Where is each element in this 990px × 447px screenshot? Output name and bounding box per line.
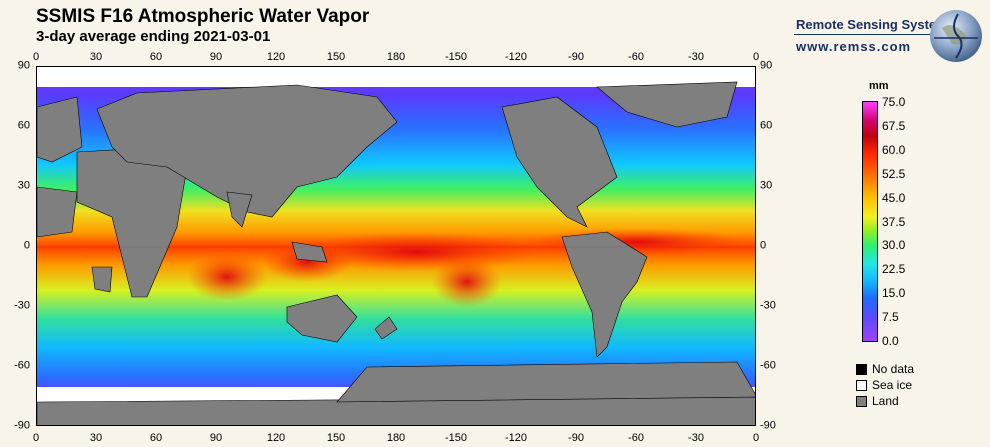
colorbar-tick-label: 67.5 <box>882 118 906 133</box>
longitude-tick-label: -30 <box>688 432 704 444</box>
latitude-tick-label: 0 <box>760 239 767 252</box>
latitude-tick-label: -60 <box>14 359 30 372</box>
longitude-tick-label: 60 <box>149 432 163 444</box>
brand-name: Remote Sensing Systems <box>796 17 955 32</box>
colorbar-unit: mm <box>869 80 889 92</box>
longitude-tick-label: 90 <box>209 51 223 63</box>
colorbar-tick-label: 45.0 <box>882 190 906 205</box>
water-vapor-map <box>36 66 756 426</box>
legend-label: No data <box>872 362 915 376</box>
longitude-tick-label: 0 <box>752 432 760 444</box>
latitude-tick-label: 60 <box>760 119 773 132</box>
longitude-tick-label: 0 <box>32 51 40 63</box>
colorbar-tick-label: 30.0 <box>882 238 906 253</box>
latitude-tick-label: -30 <box>14 299 30 312</box>
latitude-tick-label: 90 <box>17 59 30 72</box>
colorbar-tick-label: 60.0 <box>882 142 906 157</box>
latitude-tick-label: -60 <box>760 359 776 372</box>
latitude-tick-label: 0 <box>23 239 30 252</box>
longitude-tick-label: 60 <box>149 51 163 63</box>
longitude-tick-label: 150 <box>326 432 346 444</box>
longitude-tick-label: -90 <box>568 432 584 444</box>
longitude-tick-label: -90 <box>568 51 584 63</box>
longitude-tick-label: 120 <box>266 51 286 63</box>
legend-swatch <box>856 364 867 375</box>
colorbar-tick-label: 22.5 <box>882 262 906 277</box>
longitude-tick-label: 120 <box>266 432 286 444</box>
latitude-tick-label: -90 <box>760 419 776 432</box>
longitude-tick-label: -150 <box>444 432 468 444</box>
latitude-tick-label: 30 <box>17 179 30 192</box>
brand-url: www.remss.com <box>796 39 912 54</box>
longitude-tick-label: 180 <box>386 432 406 444</box>
latitude-tick-label: -30 <box>760 299 776 312</box>
legend-label: Sea ice <box>872 378 913 392</box>
latitude-tick-label: 30 <box>760 179 773 192</box>
latitude-tick-label: -90 <box>14 419 30 432</box>
colorbar-tick-label: 52.5 <box>882 166 906 181</box>
longitude-tick-label: 30 <box>89 432 103 444</box>
map-subtitle: 3-day average ending 2021-03-01 <box>36 28 271 45</box>
brand-divider <box>794 34 944 35</box>
longitude-tick-label: 90 <box>209 432 223 444</box>
map-title: SSMIS F16 Atmospheric Water Vapor <box>36 6 370 27</box>
longitude-tick-label: 30 <box>89 51 103 63</box>
latitude-tick-label: 60 <box>17 119 30 132</box>
colorbar-tick-label: 7.5 <box>882 310 899 325</box>
legend-swatch <box>856 396 867 407</box>
longitude-tick-label: 180 <box>386 51 406 63</box>
legend-label: Land <box>872 394 899 408</box>
colorbar-tick-label: 37.5 <box>882 214 906 229</box>
longitude-tick-label: -120 <box>504 432 528 444</box>
colorbar <box>862 101 878 342</box>
longitude-tick-label: -60 <box>628 51 644 63</box>
longitude-tick-label: -150 <box>444 51 468 63</box>
colorbar-tick-label: 75.0 <box>882 95 906 109</box>
longitude-tick-label: -120 <box>504 51 528 63</box>
latitude-tick-label: 90 <box>760 59 773 72</box>
longitude-tick-label: -60 <box>628 432 644 444</box>
globe-logo-icon <box>930 10 982 62</box>
colorbar-tick-label: 0.0 <box>882 334 899 348</box>
longitude-tick-label: 150 <box>326 51 346 63</box>
colorbar-tick-label: 15.0 <box>882 286 906 301</box>
longitude-tick-label: 0 <box>32 432 40 444</box>
legend-swatch <box>856 380 867 391</box>
longitude-tick-label: -30 <box>688 51 704 63</box>
longitude-tick-label: 0 <box>752 51 760 63</box>
